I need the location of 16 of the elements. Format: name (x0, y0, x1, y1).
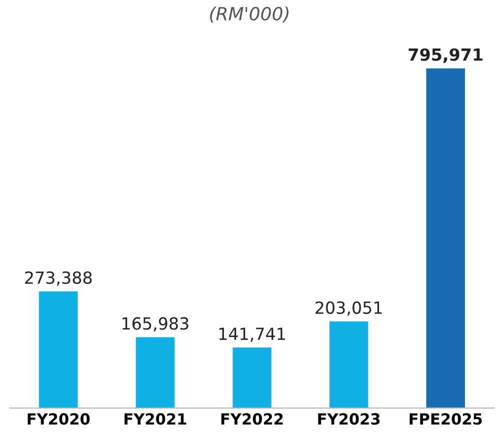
x-tick-label: FY2023 (318, 413, 380, 425)
bar (329, 321, 368, 408)
chart-title: (RM'000) (210, 6, 288, 23)
data-label: 141,741 (219, 328, 285, 342)
x-tick-label: FY2022 (221, 413, 283, 425)
data-label: 203,051 (316, 301, 382, 316)
x-tick-label: FY2021 (124, 413, 186, 425)
bar (426, 68, 465, 408)
data-label: 795,971 (408, 48, 482, 64)
data-label: 165,983 (122, 317, 188, 332)
bar (232, 348, 272, 408)
bar (136, 337, 175, 408)
bar (39, 291, 78, 408)
x-tick-label: FPE2025 (410, 413, 482, 425)
x-tick-label: FY2020 (28, 413, 90, 425)
data-label: 273,388 (25, 271, 92, 286)
